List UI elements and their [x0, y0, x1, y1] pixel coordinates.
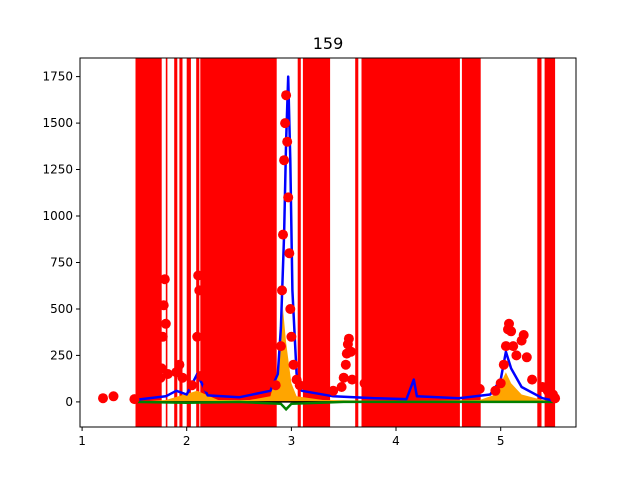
red-point-40	[340, 359, 351, 370]
red-band-9	[355, 58, 359, 427]
red-point-52	[498, 359, 509, 370]
red-point-6	[158, 300, 169, 311]
red-point-33	[286, 331, 297, 342]
red-point-7	[159, 274, 170, 285]
axes-frame	[79, 57, 577, 428]
x-tick-label: 2	[183, 434, 191, 448]
red-point-19	[223, 380, 234, 391]
red-point-34	[288, 359, 299, 370]
red-band-3	[179, 58, 183, 427]
red-point-9	[162, 369, 173, 379]
red-point-8	[160, 318, 171, 329]
y-tick-label: 1750	[42, 70, 73, 84]
green-series-line	[134, 400, 556, 412]
red-point-17	[196, 370, 207, 381]
red-point-0	[98, 393, 108, 404]
red-point-53	[500, 341, 511, 352]
red-band-13	[544, 58, 556, 427]
red-point-30	[283, 192, 294, 203]
axes: 1 2 3 4 5 0 250 500 750 1000 1250 1500 1750	[42, 57, 577, 448]
red-point-57	[508, 341, 519, 352]
red-point-13	[187, 380, 197, 391]
y-tick-label: 1500	[42, 116, 73, 130]
red-point-12	[177, 372, 188, 383]
red-band-0	[135, 58, 162, 427]
y-tick-label: 750	[50, 256, 73, 270]
red-point-15	[193, 270, 204, 281]
y-tick-label: 0	[65, 395, 73, 409]
x-tick-label: 5	[497, 434, 505, 448]
red-point-20	[244, 374, 255, 385]
red-point-38	[336, 382, 347, 392]
red-point-32	[285, 304, 296, 314]
red-point-21	[260, 374, 271, 385]
plot-area	[98, 58, 561, 427]
red-point-26	[279, 155, 290, 166]
red-point-16	[194, 285, 205, 296]
red-point-60	[518, 330, 529, 340]
red-point-48	[432, 382, 443, 392]
y-tick-label: 500	[50, 302, 73, 316]
x-tick-label: 3	[288, 434, 296, 448]
red-point-23	[275, 341, 286, 352]
red-point-47	[391, 376, 401, 387]
red-point-5	[157, 331, 168, 342]
red-point-50	[490, 385, 501, 396]
red-point-14	[192, 331, 203, 342]
red-point-27	[280, 118, 291, 129]
red-point-45	[347, 374, 358, 385]
red-band-6	[200, 58, 277, 427]
red-band-11	[461, 58, 481, 427]
red-point-24	[277, 285, 287, 296]
x-tick-label: 1	[78, 434, 86, 448]
red-band-5	[196, 58, 200, 427]
blue-series-line	[134, 75, 556, 403]
red-point-61	[521, 352, 532, 363]
red-point-11	[174, 359, 185, 370]
x-tick-label: 4	[392, 434, 400, 448]
red-band-1	[165, 58, 168, 427]
red-point-62	[527, 374, 538, 385]
red-point-36	[294, 380, 305, 391]
red-point-66	[550, 393, 561, 404]
red-point-46	[359, 378, 370, 389]
red-point-31	[284, 248, 295, 259]
red-point-37	[328, 385, 339, 396]
chart-title: 159	[313, 34, 344, 53]
orange-series-area	[134, 309, 556, 402]
red-point-25	[278, 229, 288, 240]
red-point-22	[270, 380, 281, 391]
red-point-18	[202, 382, 213, 392]
red-point-44	[346, 346, 356, 357]
red-band-10	[361, 58, 460, 427]
red-point-1	[108, 391, 119, 402]
y-tick-label: 1250	[42, 163, 73, 177]
red-band-4	[186, 58, 191, 427]
red-point-2	[129, 394, 140, 405]
red-point-49	[474, 383, 485, 394]
red-point-29	[282, 136, 293, 147]
y-tick-label: 1000	[42, 209, 73, 223]
red-band-2	[174, 58, 178, 427]
red-point-51	[495, 378, 506, 389]
red-band-12	[537, 58, 542, 427]
red-point-28	[281, 90, 292, 101]
red-point-55	[504, 318, 514, 329]
red-band-7	[297, 58, 301, 427]
y-tick-label: 250	[50, 348, 73, 362]
red-band-8	[302, 58, 331, 427]
red-point-56	[506, 326, 517, 337]
red-point-58	[511, 350, 522, 361]
red-point-39	[338, 372, 349, 383]
red-point-43	[343, 333, 354, 344]
